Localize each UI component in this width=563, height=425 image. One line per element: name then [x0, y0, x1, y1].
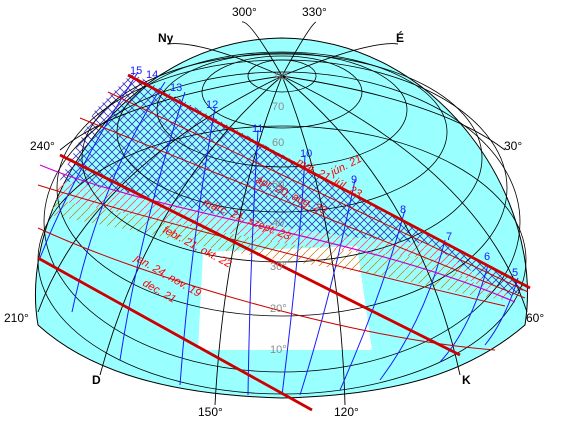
azimuth-60-label: 60°: [526, 311, 544, 325]
hour-5-label: 5: [512, 267, 518, 279]
hour-13-label: 13: [170, 82, 182, 94]
hour-lines: [39, 71, 519, 396]
sun-path-dec: [37, 256, 313, 412]
hour-8-label: 8: [400, 204, 406, 216]
hour-14-label: 14: [146, 69, 158, 81]
hour-9-label: 9: [351, 174, 357, 186]
shade-region-crosshatch: [60, 73, 528, 296]
azimuth-210-label: 210°: [4, 311, 29, 325]
sun-path-apr-aug: [79, 117, 526, 299]
sun-path-maj-jul: [107, 91, 529, 293]
sun-path-jun: [127, 73, 531, 290]
altitude-20-label: 20°: [270, 303, 287, 315]
shade-region-orange-hatch: [50, 200, 505, 300]
hour-6-label: 6: [484, 251, 490, 263]
hour-15-label: 15: [130, 65, 142, 77]
altitude-30-label: 30°: [270, 261, 287, 273]
azimuth-30-label: 30°: [504, 139, 522, 153]
compass-west-label: K: [462, 373, 471, 387]
equinox-line: [59, 153, 461, 357]
hour-10-label: 10: [300, 148, 312, 160]
azimuth-150-label: 150°: [198, 405, 223, 419]
altitude-90-label: 90: [275, 71, 287, 83]
sun-paths: [37, 73, 531, 412]
azimuth-240-label: 240°: [30, 139, 55, 153]
altitude-10-label: 10°: [270, 344, 287, 356]
azimuth-330-label: 330°: [302, 5, 327, 19]
altitude-50-label: 50: [272, 179, 284, 191]
compass-east-label: É: [396, 30, 404, 45]
compass-south-label: D: [92, 373, 101, 387]
altitude-70-label: 70: [272, 101, 284, 113]
hour-11-label: 11: [252, 123, 263, 135]
sun-path-mar-sep: [39, 164, 516, 303]
compass-north-label: Ny: [158, 31, 174, 45]
hour-7-label: 7: [446, 231, 452, 243]
hour-12-label: 12: [206, 99, 218, 111]
window-region: [198, 246, 372, 350]
altitude-60-label: 60: [272, 137, 284, 149]
sun-path-feb-okt: [37, 184, 506, 307]
azimuth-300-label: 300°: [232, 5, 257, 19]
altitude-40-label: 40: [272, 217, 284, 229]
azimuth-120-label: 120°: [334, 405, 359, 419]
